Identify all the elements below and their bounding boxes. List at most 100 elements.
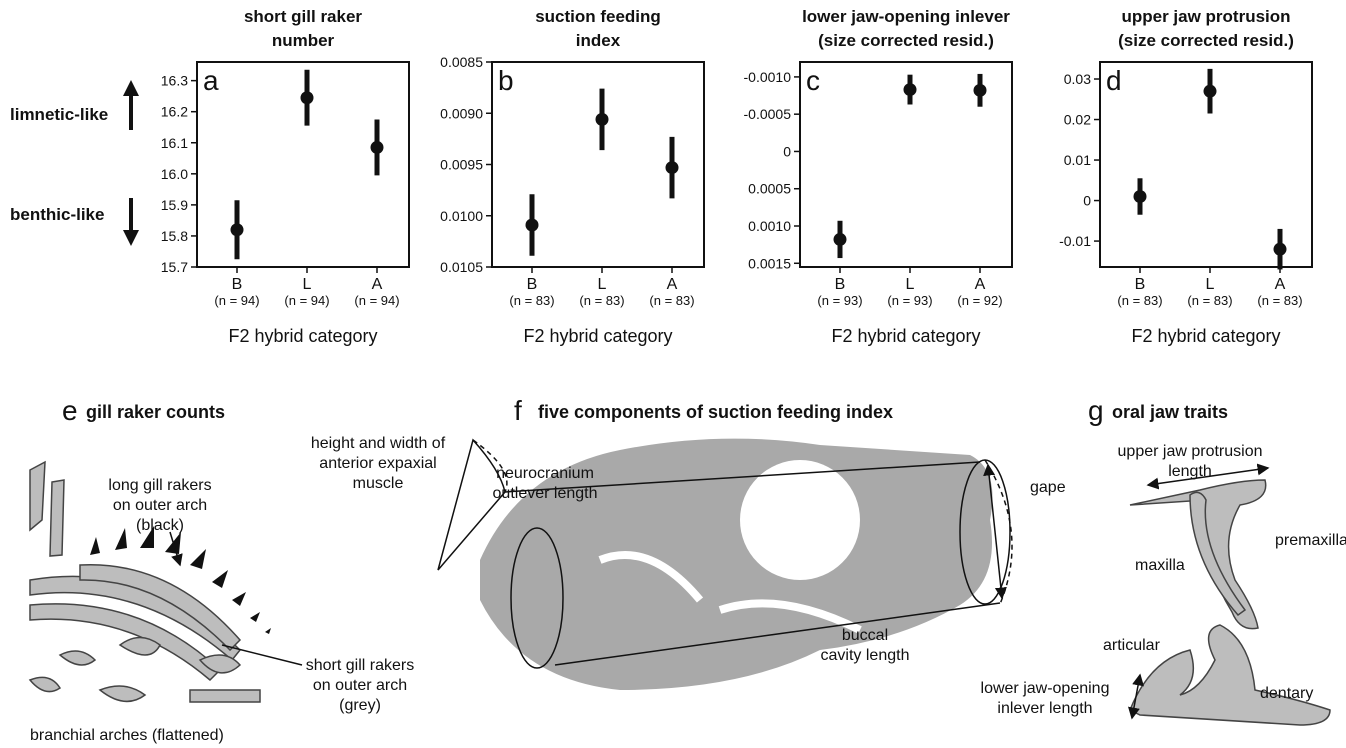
point bbox=[596, 113, 609, 126]
panel-title: oral jaw traits bbox=[1112, 402, 1228, 422]
point bbox=[974, 84, 987, 97]
articular-label: articular bbox=[1103, 637, 1161, 654]
gape-label: gape bbox=[1030, 479, 1066, 496]
x-tick-label: A bbox=[667, 276, 678, 293]
y-tick-label: 0.0100 bbox=[440, 208, 483, 224]
sample-size: (n = 83) bbox=[1257, 293, 1302, 308]
sample-size: (n = 94) bbox=[354, 293, 399, 308]
y-tick-label: 0.0085 bbox=[440, 54, 483, 70]
side-annotations: limnetic-like benthic-like bbox=[10, 88, 131, 238]
point bbox=[301, 91, 314, 104]
y-tick-label: 0.0095 bbox=[440, 157, 483, 173]
y-tick-label: 16.2 bbox=[161, 104, 188, 120]
panel-letter: f bbox=[514, 395, 522, 426]
x-tick-label: L bbox=[1206, 276, 1215, 293]
y-tick-label: 0 bbox=[1083, 193, 1091, 209]
sample-size: (n = 92) bbox=[957, 293, 1002, 308]
y-tick-label: 15.8 bbox=[161, 228, 188, 244]
bone bbox=[50, 480, 64, 556]
orbit bbox=[740, 460, 860, 580]
y-tick-label: 0.02 bbox=[1064, 112, 1091, 128]
point bbox=[1134, 190, 1147, 203]
chart-title: index bbox=[576, 31, 621, 50]
panel-letter: d bbox=[1106, 65, 1122, 96]
chart-title: lower jaw-opening inlever bbox=[802, 7, 1010, 26]
y-tick-label: 0.0090 bbox=[440, 105, 483, 121]
point bbox=[834, 233, 847, 246]
x-tick-label: A bbox=[975, 276, 986, 293]
x-tick-label: B bbox=[1135, 276, 1146, 293]
chart-title: (size corrected resid.) bbox=[818, 31, 994, 50]
panel-letter: e bbox=[62, 395, 78, 426]
y-tick-label: 16.0 bbox=[161, 166, 188, 182]
x-axis-label: F2 hybrid category bbox=[523, 326, 672, 346]
caption: branchial arches (flattened) bbox=[30, 727, 224, 744]
premaxilla-label: premaxilla bbox=[1275, 532, 1346, 549]
y-tick-label: 0 bbox=[783, 143, 791, 159]
point bbox=[904, 83, 917, 96]
x-tick-label: L bbox=[303, 276, 312, 293]
panel-letter: a bbox=[203, 65, 219, 96]
chart-title: short gill raker bbox=[244, 7, 362, 26]
dentary-label: dentary bbox=[1260, 685, 1313, 702]
sample-size: (n = 83) bbox=[579, 293, 624, 308]
y-tick-label: 16.1 bbox=[161, 135, 188, 151]
sample-size: (n = 94) bbox=[214, 293, 259, 308]
chart-title: (size corrected resid.) bbox=[1118, 31, 1294, 50]
panel-title: gill raker counts bbox=[86, 402, 225, 422]
y-tick-label: 0.0005 bbox=[748, 181, 791, 197]
point bbox=[231, 223, 244, 236]
sample-size: (n = 83) bbox=[1187, 293, 1232, 308]
sample-size: (n = 93) bbox=[887, 293, 932, 308]
maxilla-label: maxilla bbox=[1135, 557, 1185, 574]
benthic-label: benthic-like bbox=[10, 205, 104, 224]
y-tick-label: -0.0010 bbox=[744, 69, 792, 85]
point bbox=[1274, 243, 1287, 256]
y-tick-label: 0.01 bbox=[1064, 152, 1091, 168]
limnetic-label: limnetic-like bbox=[10, 105, 108, 124]
x-tick-label: L bbox=[906, 276, 915, 293]
x-tick-label: B bbox=[527, 276, 538, 293]
chart-title: number bbox=[272, 31, 335, 50]
sample-size: (n = 83) bbox=[649, 293, 694, 308]
point bbox=[371, 141, 384, 154]
bone bbox=[30, 462, 45, 530]
y-tick-label: 0.03 bbox=[1064, 71, 1091, 87]
panel-letter: g bbox=[1088, 395, 1104, 426]
panel-letter: b bbox=[498, 65, 514, 96]
lower-jaw bbox=[1130, 625, 1330, 725]
y-tick-label: 16.3 bbox=[161, 73, 188, 89]
inlever-label: lower jaw-openinginlever length bbox=[981, 680, 1110, 717]
sample-size: (n = 94) bbox=[284, 293, 329, 308]
y-tick-label: 15.9 bbox=[161, 197, 188, 213]
sample-size: (n = 83) bbox=[1117, 293, 1162, 308]
point bbox=[526, 218, 539, 231]
x-tick-label: A bbox=[372, 276, 383, 293]
x-tick-label: B bbox=[232, 276, 243, 293]
sample-size: (n = 83) bbox=[509, 293, 554, 308]
panel-f: f five components of suction feeding ind… bbox=[311, 395, 1066, 690]
y-tick-label: -0.01 bbox=[1059, 233, 1091, 249]
x-tick-label: A bbox=[1275, 276, 1286, 293]
page: {"chart_data": [ {"type": "errorbar", "p… bbox=[0, 0, 1346, 748]
chart-title: suction feeding bbox=[535, 7, 661, 26]
figure: limnetic-like benthic-like e gill raker … bbox=[0, 0, 1346, 748]
y-tick-label: 0.0010 bbox=[748, 218, 791, 234]
panel-title: five components of suction feeding index bbox=[538, 402, 893, 422]
y-tick-label: 0.0015 bbox=[748, 255, 791, 271]
sample-size: (n = 93) bbox=[817, 293, 862, 308]
x-axis-label: F2 hybrid category bbox=[831, 326, 980, 346]
y-tick-label: 0.0105 bbox=[440, 259, 483, 275]
panel-letter: c bbox=[806, 65, 820, 96]
point bbox=[1204, 85, 1217, 98]
y-tick-label: -0.0005 bbox=[744, 106, 792, 122]
point bbox=[666, 161, 679, 174]
x-tick-label: B bbox=[835, 276, 846, 293]
x-axis-label: F2 hybrid category bbox=[228, 326, 377, 346]
x-axis-label: F2 hybrid category bbox=[1131, 326, 1280, 346]
